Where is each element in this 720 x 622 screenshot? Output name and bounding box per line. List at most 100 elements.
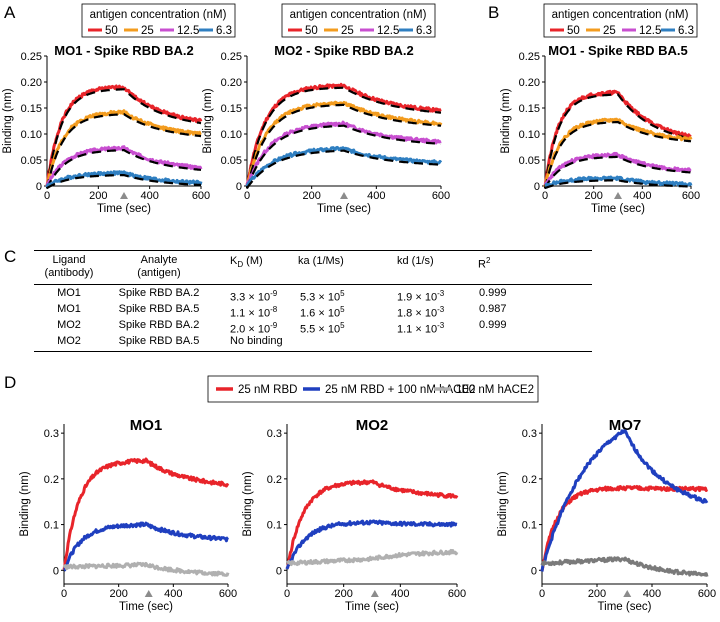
x-tick-label: 0 bbox=[539, 588, 545, 600]
series-line bbox=[245, 120, 442, 187]
legend-a2: antigen concentration (nM) 50 25 12.5 6.… bbox=[281, 3, 436, 38]
x-tick-label: 0 bbox=[44, 190, 50, 202]
legend-entry-label: 6.3 bbox=[678, 25, 694, 37]
chart-b: MO1 - Spike RBD BA.5 0 200 400 600 0 0.05 0.10 0… bbox=[500, 43, 700, 215]
header-ligand-line2: (antibody) bbox=[44, 267, 94, 279]
y-tick-label: 0.15 bbox=[519, 103, 540, 115]
table-cell: MO2 bbox=[57, 335, 81, 347]
y-tick-label: 0.3 bbox=[44, 428, 59, 440]
chart-title: MO2 bbox=[356, 417, 389, 434]
x-tick-label: 0 bbox=[244, 190, 250, 202]
series-line bbox=[62, 561, 230, 577]
dissociation-marker-icon bbox=[370, 590, 379, 597]
cell-kdm-exp: -9 bbox=[270, 321, 278, 330]
series-line bbox=[285, 519, 458, 570]
fit-line bbox=[45, 113, 202, 189]
header-analyte-line2: (antigen) bbox=[137, 267, 181, 279]
header-r2-r: R bbox=[478, 258, 486, 271]
x-axis-label: Time (sec) bbox=[591, 203, 645, 215]
fit-line bbox=[544, 179, 691, 190]
cell-ka-exp: 5 bbox=[340, 321, 345, 330]
table-cell: 3.3 × 10-9 bbox=[230, 287, 277, 305]
x-tick-label: 400 bbox=[391, 588, 409, 600]
chart-d1: MO1 0 200 400 600 0 0.1 0.2 0.3 Time (sec) Binding… bbox=[19, 417, 237, 613]
y-tick-label: 0 bbox=[531, 565, 537, 577]
table-bottom-rule bbox=[34, 351, 592, 352]
legend-entry-label: 25 bbox=[141, 25, 154, 37]
panel-letter-a: A bbox=[4, 3, 16, 22]
fit-line bbox=[543, 93, 692, 189]
x-tick-label: 400 bbox=[643, 588, 661, 600]
chart-a1: MO1 - Spike RBD BA.2 0 200 400 600 0 0.05 0.10 0… bbox=[2, 43, 210, 215]
fit-line bbox=[245, 103, 442, 189]
y-tick-label: 0.05 bbox=[221, 155, 242, 167]
x-tick-label: 0 bbox=[284, 588, 290, 600]
y-tick-label: 0.05 bbox=[519, 155, 540, 167]
x-tick-label: 400 bbox=[367, 190, 385, 202]
y-tick-label: 0 bbox=[53, 565, 59, 577]
x-tick-label: 400 bbox=[633, 190, 651, 202]
x-tick-label: 600 bbox=[698, 588, 716, 600]
x-axis-label: Time (sec) bbox=[317, 203, 371, 215]
chart-title: MO1 - Spike RBD BA.5 bbox=[548, 43, 687, 58]
legend-entry-label: 6.3 bbox=[216, 25, 232, 37]
y-axis-label: Binding (nm) bbox=[497, 471, 509, 536]
y-axis-label: Binding (nm) bbox=[19, 471, 31, 536]
header-kd-m: KD (M) bbox=[230, 255, 263, 271]
cell-kd: 1.8 × 10 bbox=[397, 307, 438, 320]
legend-entry-label: 50 bbox=[567, 25, 580, 37]
header-r2: R2 bbox=[478, 254, 490, 272]
y-tick-label: 0.20 bbox=[519, 77, 540, 89]
table-cell: 2.0 × 10-9 bbox=[230, 319, 277, 337]
header-analyte-line1: Analyte bbox=[140, 254, 178, 266]
table-cell: MO1 bbox=[57, 287, 81, 299]
x-axis-label: Time (sec) bbox=[119, 601, 173, 613]
header-kd-unit: (M) bbox=[243, 255, 263, 267]
x-tick-label: 200 bbox=[334, 588, 352, 600]
chart-title: MO1 - Spike RBD BA.2 bbox=[54, 43, 193, 58]
chart-a2: MO2 - Spike RBD BA.2 0 200 400 600 0 0.05 0.10 0… bbox=[202, 43, 450, 215]
x-tick-label: 600 bbox=[192, 190, 210, 202]
fit-line bbox=[46, 174, 202, 190]
legend-entry-label: 50 bbox=[305, 25, 318, 37]
chart-title: MO1 bbox=[130, 417, 163, 434]
y-tick-label: 0.10 bbox=[21, 129, 42, 141]
x-tick-label: 0 bbox=[542, 190, 548, 202]
chart-d3: MO7 0 200 400 600 0 0.1 0.2 0.3 Time (sec) Binding… bbox=[497, 417, 716, 613]
series-line bbox=[540, 556, 709, 577]
dissociation-marker-icon bbox=[614, 192, 622, 199]
table-cell: MO1 bbox=[57, 303, 81, 315]
cell-kd-exp: -3 bbox=[437, 321, 445, 330]
x-tick-label: 600 bbox=[448, 588, 466, 600]
legend-title: antigen concentration (nM) bbox=[90, 9, 227, 21]
fit-line bbox=[245, 86, 442, 189]
y-tick-label: 0.1 bbox=[522, 520, 537, 532]
x-tick-label: 200 bbox=[109, 588, 127, 600]
legend-b: antigen concentration (nM) 50 25 12.5 6.… bbox=[543, 3, 698, 38]
series-line bbox=[285, 479, 459, 570]
table-cell: Spike RBD BA.5 bbox=[118, 303, 200, 315]
series-line bbox=[62, 457, 230, 571]
y-tick-label: 0.20 bbox=[21, 77, 42, 89]
table-cell: 5.5 × 105 bbox=[300, 319, 345, 337]
fit-line bbox=[45, 88, 202, 189]
y-tick-label: 0.2 bbox=[522, 474, 537, 486]
dissociation-marker-icon bbox=[623, 590, 632, 597]
series-line bbox=[45, 170, 203, 188]
series-line bbox=[45, 145, 203, 188]
table-cell: 0.987 bbox=[479, 303, 507, 315]
x-tick-label: 600 bbox=[682, 190, 700, 202]
legend-d-entry-label: 100 nM hACE2 bbox=[456, 384, 534, 396]
dissociation-marker-icon bbox=[144, 590, 153, 597]
cell-ka-exp: 5 bbox=[340, 289, 345, 298]
series-line bbox=[540, 429, 709, 572]
x-tick-label: 400 bbox=[164, 588, 182, 600]
series-line bbox=[245, 100, 443, 186]
legend-title: antigen concentration (nM) bbox=[290, 9, 427, 21]
header-analyte: Analyte (antigen) bbox=[116, 254, 202, 280]
y-tick-label: 0.2 bbox=[44, 474, 59, 486]
y-tick-label: 0.1 bbox=[44, 520, 59, 532]
table-cell: 1.8 × 10-3 bbox=[397, 303, 444, 321]
table-cell: 1.9 × 10-3 bbox=[397, 287, 444, 305]
